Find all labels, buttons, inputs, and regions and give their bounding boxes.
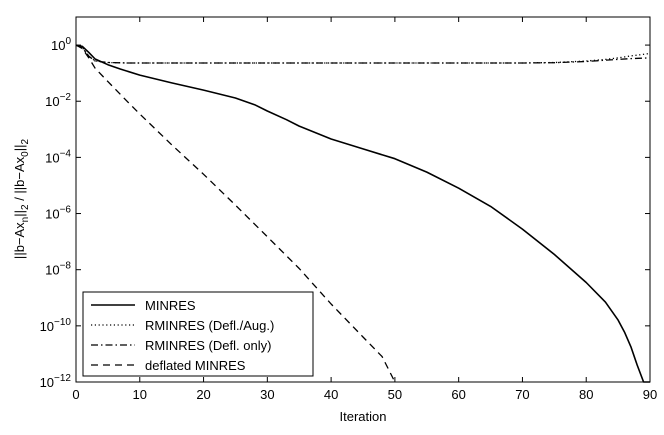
- x-axis-label: Iteration: [340, 409, 387, 424]
- y-tick-label: 10−8: [45, 261, 71, 278]
- y-tick-label: 100: [51, 36, 71, 53]
- y-axis-label: ||b−Axn||2 / ||b−Ax0||2: [12, 139, 31, 260]
- series-line-2: [75, 44, 651, 64]
- legend-label-3: RMINRES (Defl. only): [145, 338, 271, 353]
- ticks-layer: 0 10 20 30 40 50 60 70 80 90 100 10−2 10−4 10−6 10−8 10…: [40, 17, 657, 402]
- x-tick-label: 40: [324, 387, 338, 402]
- x-tick-label: 20: [196, 387, 210, 402]
- x-tick-label: 80: [579, 387, 593, 402]
- legend-box: [82, 291, 314, 377]
- series-line-4: [75, 44, 396, 383]
- series-line-3: [75, 44, 651, 64]
- legend: MINRES RMINRES (Defl./Aug.) RMINRES (Defl.…: [82, 291, 314, 377]
- legend-label-4: deflated MINRES: [145, 358, 246, 373]
- x-tick-label: 90: [643, 387, 657, 402]
- series-layer: [75, 44, 651, 383]
- y-tick-label: 10−4: [45, 148, 71, 165]
- legend-label-1: MINRES: [145, 298, 196, 313]
- x-tick-label: 60: [451, 387, 465, 402]
- x-tick-label: 30: [260, 387, 274, 402]
- x-tick-label: 70: [515, 387, 529, 402]
- series-line-1: [75, 44, 650, 383]
- y-tick-label: 10−10: [40, 317, 72, 334]
- x-tick-label: 10: [133, 387, 147, 402]
- y-tick-label: 10−12: [40, 373, 72, 390]
- legend-label-2: RMINRES (Defl./Aug.): [145, 318, 274, 333]
- y-tick-label: 10−2: [45, 92, 71, 109]
- x-tick-label: 50: [388, 387, 402, 402]
- x-tick-label: 0: [72, 387, 79, 402]
- y-tick-label: 10−6: [45, 205, 71, 222]
